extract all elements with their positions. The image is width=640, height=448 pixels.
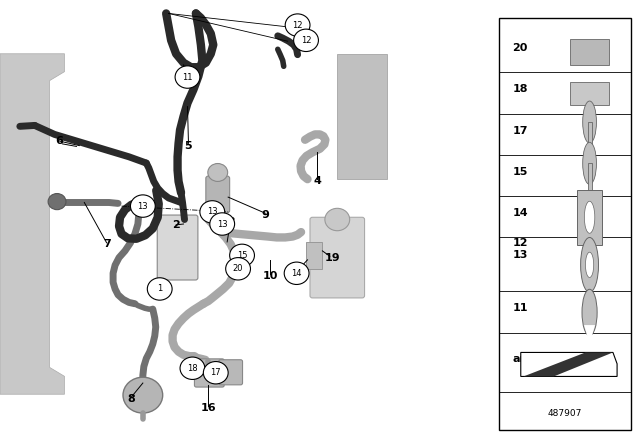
Text: 15: 15 — [237, 251, 247, 260]
Text: 7: 7 — [103, 239, 111, 249]
Circle shape — [48, 194, 66, 210]
Circle shape — [180, 357, 205, 379]
Circle shape — [230, 244, 255, 267]
Text: 3: 3 — [227, 217, 234, 227]
Text: 15: 15 — [513, 167, 528, 177]
Circle shape — [175, 66, 200, 88]
Bar — [588, 122, 591, 156]
Text: 19: 19 — [324, 253, 340, 263]
Text: 17: 17 — [513, 125, 528, 135]
FancyBboxPatch shape — [219, 360, 243, 385]
Polygon shape — [521, 353, 617, 376]
Text: 20: 20 — [233, 264, 243, 273]
Polygon shape — [305, 242, 323, 269]
Circle shape — [208, 164, 228, 181]
Polygon shape — [570, 39, 609, 65]
Circle shape — [284, 262, 309, 284]
Circle shape — [200, 201, 225, 223]
Text: 8: 8 — [127, 394, 135, 404]
Text: 2: 2 — [172, 220, 180, 230]
Circle shape — [582, 142, 596, 185]
Circle shape — [582, 101, 596, 143]
Text: 13: 13 — [207, 207, 218, 216]
Circle shape — [325, 208, 349, 231]
Text: 13: 13 — [217, 220, 228, 228]
Circle shape — [226, 258, 250, 280]
Text: 12: 12 — [301, 36, 311, 45]
Polygon shape — [584, 325, 595, 344]
Polygon shape — [0, 54, 65, 394]
FancyBboxPatch shape — [206, 176, 230, 213]
Circle shape — [584, 201, 595, 233]
Text: 5: 5 — [185, 141, 192, 151]
Circle shape — [147, 278, 172, 300]
Text: arrow: arrow — [513, 354, 549, 364]
Text: 18: 18 — [513, 84, 528, 94]
Text: 16: 16 — [200, 403, 216, 413]
Text: 17: 17 — [211, 368, 221, 377]
Text: 4: 4 — [314, 177, 321, 186]
FancyBboxPatch shape — [310, 217, 365, 298]
Text: 9: 9 — [261, 210, 269, 220]
Text: 18: 18 — [187, 364, 198, 373]
Text: 10: 10 — [262, 271, 278, 280]
Text: 14: 14 — [513, 208, 528, 218]
Text: 12: 12 — [292, 21, 303, 30]
Text: 13: 13 — [138, 202, 148, 211]
Circle shape — [294, 29, 319, 52]
Bar — [588, 164, 591, 197]
Text: 20: 20 — [513, 43, 528, 52]
Circle shape — [123, 377, 163, 413]
Text: 6: 6 — [56, 136, 63, 146]
Circle shape — [210, 213, 235, 235]
Polygon shape — [524, 353, 613, 376]
Text: 1: 1 — [157, 284, 163, 293]
Text: 11: 11 — [513, 303, 528, 313]
FancyBboxPatch shape — [157, 215, 198, 280]
Circle shape — [586, 252, 594, 277]
FancyBboxPatch shape — [195, 359, 224, 387]
Text: 12
13: 12 13 — [513, 238, 528, 260]
Text: 11: 11 — [182, 73, 193, 82]
Circle shape — [204, 362, 228, 384]
Text: 14: 14 — [291, 269, 302, 278]
Polygon shape — [570, 82, 609, 105]
Circle shape — [580, 237, 598, 292]
Text: 487907: 487907 — [548, 409, 582, 418]
Polygon shape — [337, 54, 387, 179]
Bar — [577, 190, 602, 245]
Circle shape — [131, 195, 156, 217]
Circle shape — [582, 289, 597, 336]
Circle shape — [285, 14, 310, 36]
